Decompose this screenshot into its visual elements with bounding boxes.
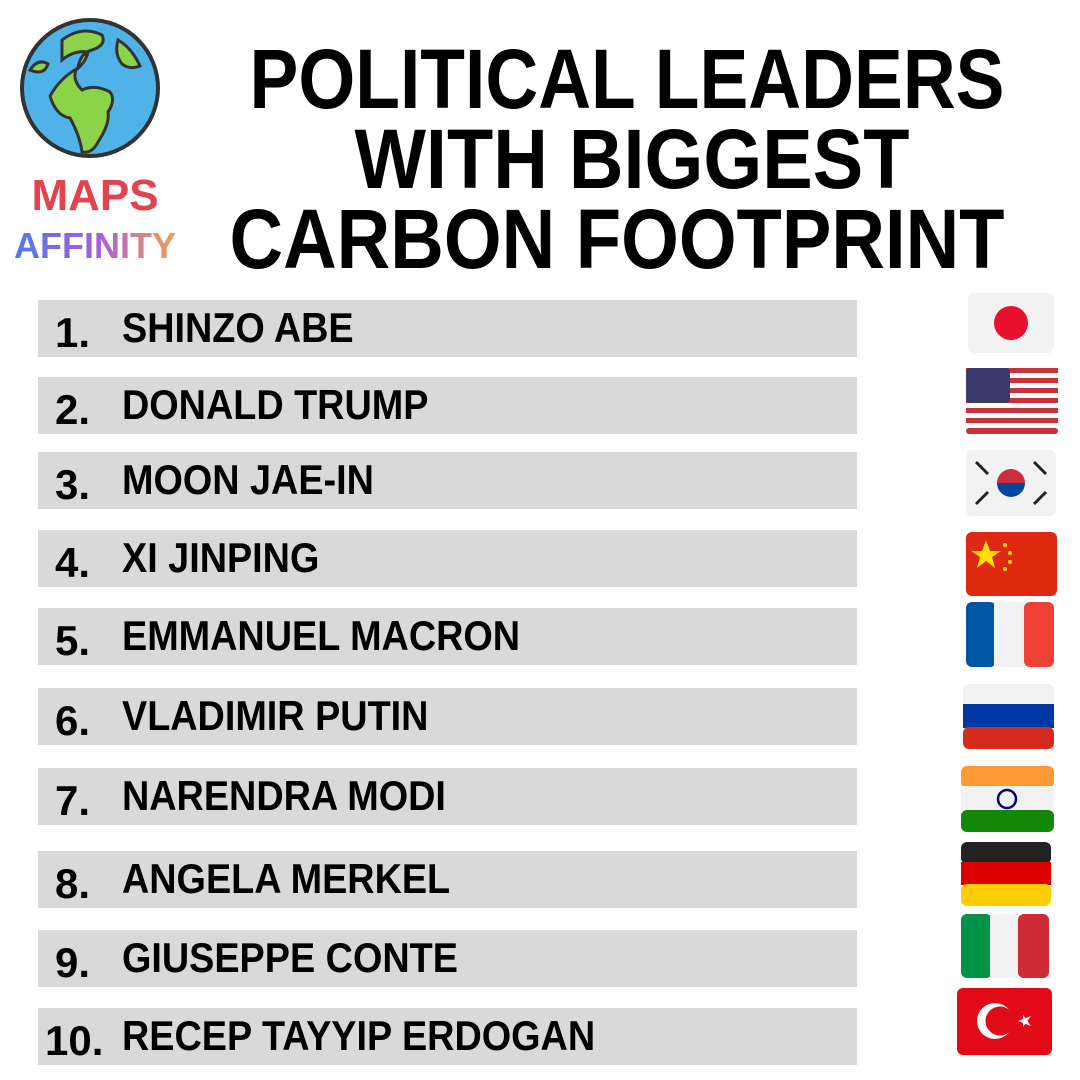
list-row: 9. GIUSEPPE CONTE xyxy=(38,930,857,987)
logo-line2: AFFINITY xyxy=(14,225,176,266)
rank: 9. xyxy=(55,939,90,986)
list-row: 5. EMMANUEL MACRON xyxy=(38,608,857,665)
row-bar xyxy=(38,1008,857,1065)
rank: 10. xyxy=(45,1017,103,1064)
list-row: 8. ANGELA MERKEL xyxy=(38,851,857,908)
title-line: CARBON FOOTPRINT xyxy=(230,192,1005,286)
rank: 8. xyxy=(55,860,90,907)
leader-name: GIUSEPPE CONTE xyxy=(122,935,458,981)
row-bar xyxy=(38,851,857,908)
list: 1. SHINZO ABE 2. DONALD TRUMP 3. MOON JAE-IN 4… xyxy=(38,300,857,1065)
leader-name: MOON JAE-IN xyxy=(122,457,374,503)
list-row: 2. DONALD TRUMP xyxy=(38,377,857,434)
logo-line1: MAPS xyxy=(31,171,158,220)
leader-name: VLADIMIR PUTIN xyxy=(122,693,428,739)
flag-turkey xyxy=(957,988,1052,1055)
row-bar xyxy=(38,452,857,509)
list-row: 10. RECEP TAYYIP ERDOGAN xyxy=(38,1008,857,1065)
rank: 4. xyxy=(55,539,90,586)
rank: 7. xyxy=(55,777,90,824)
list-row: 1. SHINZO ABE xyxy=(38,300,857,357)
leader-name: DONALD TRUMP xyxy=(122,382,428,428)
flag-italy xyxy=(961,914,1049,978)
title-line: WITH BIGGEST xyxy=(355,112,910,206)
leader-name: NARENDRA MODI xyxy=(122,773,446,819)
flag-france xyxy=(966,602,1054,667)
flag-usa xyxy=(966,368,1058,434)
rank: 1. xyxy=(55,309,90,356)
row-bar xyxy=(38,768,857,825)
list-row: 6. VLADIMIR PUTIN xyxy=(38,688,857,745)
list-row: 7. NARENDRA MODI xyxy=(38,768,857,825)
flag-japan xyxy=(968,293,1054,353)
rank: 5. xyxy=(55,617,90,664)
rank: 2. xyxy=(55,386,90,433)
rank: 6. xyxy=(55,697,90,744)
row-bar xyxy=(38,377,857,434)
flag-china xyxy=(966,532,1057,596)
leader-name: SHINZO ABE xyxy=(122,305,354,351)
logo-globe xyxy=(20,18,160,158)
list-row: 4. XI JINPING xyxy=(38,530,857,587)
leader-name: XI JINPING xyxy=(122,535,319,581)
flag-germany xyxy=(961,842,1051,906)
row-bar xyxy=(38,300,857,357)
row-bar xyxy=(38,688,857,745)
list-row: 3. MOON JAE-IN xyxy=(38,452,857,509)
flag-russia xyxy=(963,684,1054,749)
row-bar xyxy=(38,930,857,987)
row-bar xyxy=(38,530,857,587)
row-bar xyxy=(38,608,857,665)
leader-name: RECEP TAYYIP ERDOGAN xyxy=(122,1013,595,1059)
leader-name: EMMANUEL MACRON xyxy=(122,613,520,659)
title-line: POLITICAL LEADERS xyxy=(250,32,1005,126)
rank: 3. xyxy=(55,461,90,508)
leader-name: ANGELA MERKEL xyxy=(122,856,450,902)
flag-korea xyxy=(966,450,1056,516)
flag-india xyxy=(961,766,1054,832)
